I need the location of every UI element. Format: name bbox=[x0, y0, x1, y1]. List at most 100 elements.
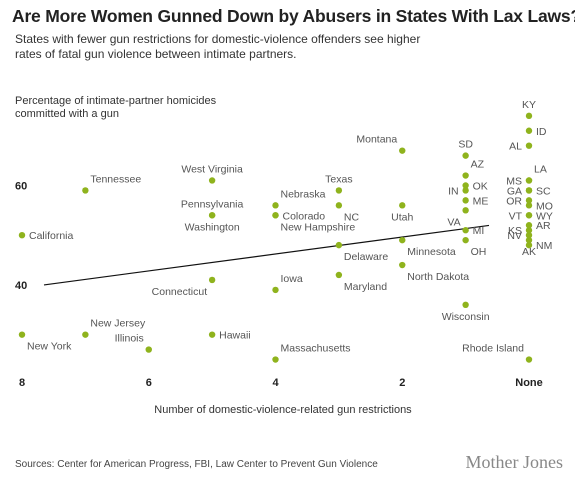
point-label-oh: OH bbox=[471, 246, 487, 258]
point-label-washington: Washington bbox=[185, 221, 240, 233]
point-label-or: OR bbox=[506, 195, 522, 207]
point-label-montana: Montana bbox=[356, 134, 397, 146]
point-label-rhode-island: Rhode Island bbox=[462, 343, 524, 355]
point-hawaii bbox=[208, 331, 216, 338]
point-label-utah: Utah bbox=[391, 211, 413, 223]
point-label-massachusetts: Massachusetts bbox=[281, 343, 351, 355]
point-west-virginia bbox=[208, 177, 216, 184]
y-tick-label: 60 bbox=[15, 180, 27, 192]
point-label-west-virginia: West Virginia bbox=[181, 163, 243, 175]
point-label-sc: SC bbox=[536, 185, 551, 197]
point-label-delaware: Delaware bbox=[344, 251, 389, 263]
y-axis-label-line-2: committed with a gun bbox=[15, 108, 119, 120]
point-illinois bbox=[145, 346, 152, 353]
x-tick-label: None bbox=[515, 377, 543, 389]
point-or bbox=[525, 197, 533, 204]
point-label-minnesota: Minnesota bbox=[407, 246, 456, 258]
point-mo bbox=[525, 202, 533, 209]
point-label-maryland: Maryland bbox=[344, 281, 387, 293]
point-label-va: VA bbox=[447, 216, 460, 228]
point-label-in: IN bbox=[448, 185, 459, 197]
point-label-connecticut: Connecticut bbox=[152, 286, 208, 298]
point-label-ga: GA bbox=[507, 185, 522, 197]
x-axis-label: Number of domestic-violence-related gun … bbox=[154, 404, 412, 416]
point-me bbox=[462, 197, 469, 204]
point-ak bbox=[525, 236, 533, 244]
point-ky bbox=[525, 112, 533, 120]
point-label-ks: KS bbox=[508, 225, 522, 237]
scatter-chart: Percentage of intimate-partner homicides… bbox=[15, 95, 553, 416]
point-ok bbox=[462, 182, 469, 189]
point-label-ky: KY bbox=[522, 99, 536, 111]
point-nc bbox=[335, 202, 343, 209]
point-label-nc: NC bbox=[344, 211, 360, 223]
point-maryland bbox=[335, 271, 343, 279]
trend-line bbox=[43, 224, 490, 286]
point-label-ms: MS bbox=[506, 175, 522, 187]
chart-subtitle: States with fewer gun restrictions for d… bbox=[15, 32, 421, 61]
point-label-wisconsin: Wisconsin bbox=[442, 311, 490, 323]
point-label-vt: VT bbox=[509, 210, 523, 222]
brand-logo: Mother Jones bbox=[465, 452, 564, 472]
point-label-ar: AR bbox=[536, 220, 551, 232]
y-axis-ticks: 40 60 bbox=[15, 180, 27, 291]
point-label-new-hampshire: New Hampshire bbox=[281, 221, 356, 233]
point-ks bbox=[525, 227, 533, 234]
point-label-california: California bbox=[29, 230, 74, 242]
y-tick-label: 40 bbox=[15, 280, 27, 292]
point-nm bbox=[525, 241, 533, 249]
point-label-pennsylvania: Pennsylvania bbox=[181, 198, 244, 210]
point-label-illinois: Illinois bbox=[115, 333, 144, 345]
point-al bbox=[525, 142, 533, 149]
point-new-york bbox=[18, 331, 26, 338]
point-connecticut bbox=[208, 276, 216, 284]
point-label-mi: MI bbox=[473, 225, 485, 237]
point-sc bbox=[525, 187, 533, 194]
point-id bbox=[525, 127, 533, 134]
point-label-ok: OK bbox=[473, 180, 488, 192]
point-label-id: ID bbox=[536, 126, 547, 138]
x-tick-label: 2 bbox=[399, 377, 405, 389]
point-washington bbox=[208, 212, 216, 219]
point-tennessee bbox=[82, 187, 89, 194]
point-texas bbox=[335, 187, 343, 194]
point-rhode-island bbox=[525, 356, 533, 363]
point-new-jersey bbox=[82, 331, 89, 338]
trend-line-layer bbox=[43, 224, 490, 286]
point-label-nm: NM bbox=[536, 240, 552, 252]
point-label-mo: MO bbox=[536, 200, 553, 212]
point-label-al: AL bbox=[509, 141, 522, 153]
point-wy bbox=[525, 212, 533, 219]
x-axis-ticks: 8 6 4 2 None bbox=[19, 377, 543, 389]
point-label-north-dakota: North Dakota bbox=[407, 271, 469, 283]
point-label-sd: SD bbox=[458, 139, 473, 151]
point-label-iowa: Iowa bbox=[281, 273, 303, 285]
point-massachusetts bbox=[272, 356, 279, 363]
point-wisconsin bbox=[462, 301, 469, 309]
data-points-layer: California New York Tennessee New Jersey Ill… bbox=[18, 99, 553, 363]
point-va bbox=[462, 207, 469, 214]
point-utah bbox=[399, 202, 406, 209]
point-nebraska bbox=[272, 202, 279, 209]
point-label-wy: WY bbox=[536, 210, 553, 222]
point-new-hampshire bbox=[272, 212, 279, 219]
point-ar bbox=[525, 222, 533, 229]
sources-note: Sources: Center for American Progress, F… bbox=[15, 459, 378, 470]
point-label-hawaii: Hawaii bbox=[219, 330, 251, 342]
point-az bbox=[462, 172, 469, 179]
point-california bbox=[18, 231, 26, 239]
point-label-me: ME bbox=[473, 195, 489, 207]
point-delaware bbox=[335, 241, 343, 249]
point-label-nv: NV bbox=[507, 230, 522, 242]
x-tick-label: 6 bbox=[146, 377, 152, 389]
point-label-az: AZ bbox=[471, 159, 485, 171]
point-label-nebraska: Nebraska bbox=[281, 188, 326, 200]
point-label-new-york: New York bbox=[27, 341, 72, 353]
point-label-colorado: Colorado bbox=[283, 210, 326, 222]
point-montana bbox=[399, 147, 406, 154]
x-tick-label: 4 bbox=[272, 377, 279, 389]
point-label-tennessee: Tennessee bbox=[90, 173, 141, 185]
point-nv bbox=[525, 231, 533, 239]
point-iowa bbox=[272, 286, 279, 294]
point-sd bbox=[462, 152, 469, 159]
